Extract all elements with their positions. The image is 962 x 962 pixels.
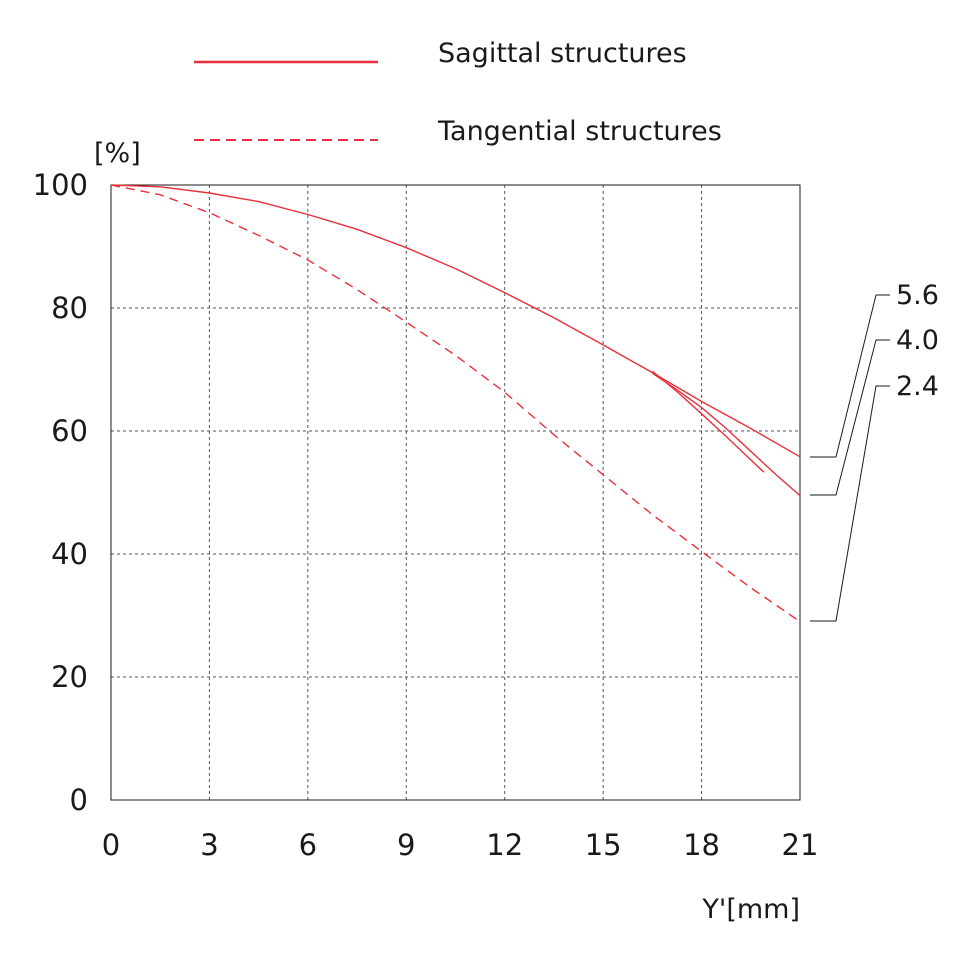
- y-axis-title: [%]: [94, 138, 141, 169]
- grid: [111, 185, 800, 801]
- x-tick-label-6: 6: [299, 828, 317, 862]
- aperture-label-2-4: 2.4: [896, 371, 939, 402]
- x-tick-label-21: 21: [782, 828, 819, 862]
- series-sagittal-5-6: [110, 184, 801, 458]
- x-tick-label-9: 9: [397, 828, 415, 862]
- x-tick-label-3: 3: [200, 828, 218, 862]
- series-sagittal-4-0: [652, 372, 801, 497]
- y-tick-label-40: 40: [51, 537, 88, 571]
- x-tick-label-18: 18: [683, 828, 720, 862]
- legend: Sagittal structures Tangential structure…: [194, 38, 722, 147]
- x-axis-title: Y'[mm]: [701, 894, 800, 925]
- legend-label-tangential: Tangential structures: [437, 116, 722, 147]
- aperture-leader-4-0: [810, 339, 890, 496]
- y-tick-label-100: 100: [33, 168, 88, 202]
- y-tick-labels: 0 20 40 60 80 100: [33, 168, 88, 817]
- aperture-label-5-6: 5.6: [896, 280, 939, 311]
- y-tick-label-0: 0: [70, 783, 88, 817]
- x-tick-label-15: 15: [585, 828, 622, 862]
- y-tick-label-80: 80: [51, 291, 88, 325]
- series-sagittal-2-4: [651, 370, 765, 473]
- plot-frame: [110, 184, 801, 801]
- aperture-leader-2-4: [810, 385, 890, 622]
- x-tick-label-12: 12: [486, 828, 523, 862]
- legend-label-sagittal: Sagittal structures: [438, 38, 687, 69]
- aperture-leaders: 5.6 4.0 2.4: [810, 280, 939, 622]
- x-tick-labels: 0 3 6 9 12 15 18 21: [102, 828, 819, 862]
- aperture-leader-5-6: [810, 294, 890, 458]
- y-tick-label-20: 20: [51, 660, 88, 694]
- aperture-label-4-0: 4.0: [896, 325, 939, 356]
- series-layer: [110, 184, 801, 623]
- series-tangential-5-6: [110, 184, 801, 623]
- y-tick-label-60: 60: [51, 414, 88, 448]
- x-tick-label-0: 0: [102, 828, 120, 862]
